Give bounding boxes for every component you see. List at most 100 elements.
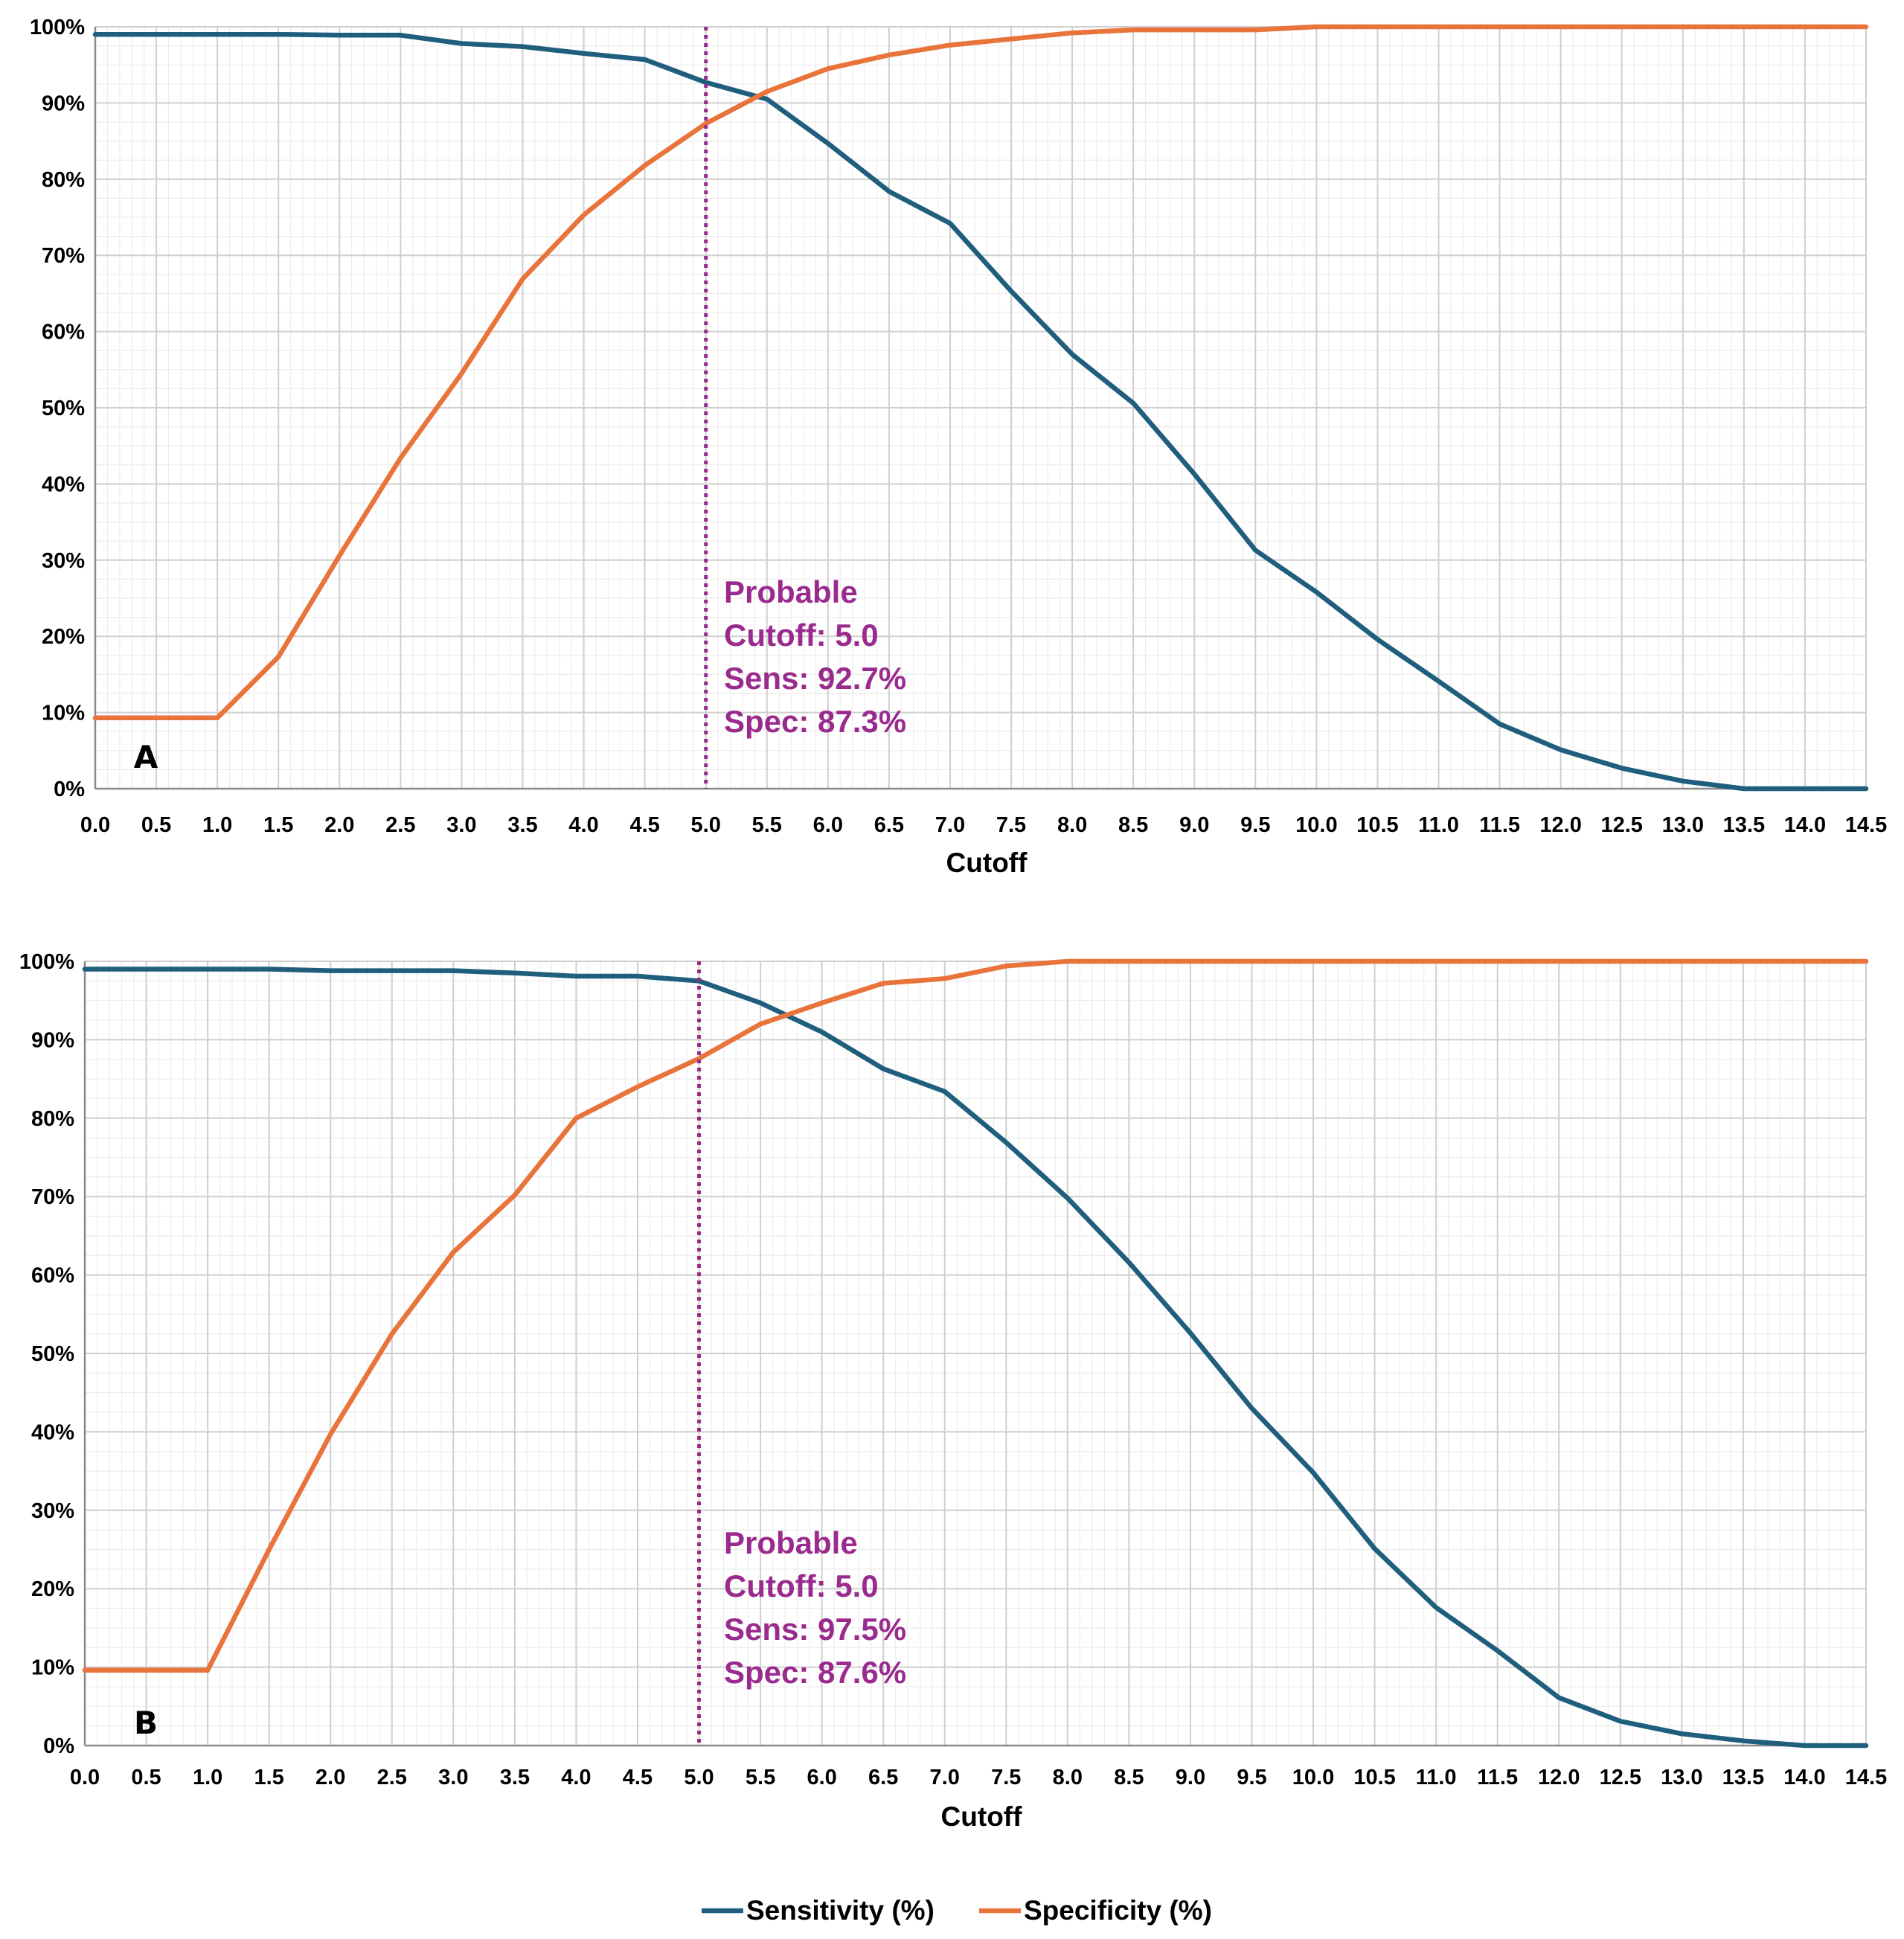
y-tick-label: 30% (42, 549, 85, 573)
y-tick-label: 20% (31, 1577, 74, 1601)
cutoff-annotation: Cutoff: 5.0 (724, 1568, 879, 1603)
x-axis-title: Cutoff (941, 1801, 1023, 1832)
x-tick-label: 3.5 (500, 1766, 530, 1789)
x-tick-label: 4.0 (568, 813, 598, 837)
x-tick-label: 12.5 (1600, 813, 1642, 837)
sensitivity-line (82, 967, 1869, 1749)
x-tick-label: 13.0 (1662, 813, 1704, 837)
y-tick-label: 40% (42, 472, 85, 496)
panel-label: A (134, 739, 158, 775)
y-tick-label: 10% (31, 1656, 74, 1680)
x-tick-label: 3.0 (446, 813, 476, 837)
x-tick-label: 6.0 (813, 813, 843, 837)
x-tick-label: 12.0 (1538, 1766, 1580, 1789)
x-tick-label: 11.5 (1477, 1766, 1518, 1789)
x-tick-label: 9.5 (1240, 813, 1270, 837)
x-tick-label: 9.5 (1237, 1766, 1266, 1789)
x-tick-label: 3.0 (438, 1766, 468, 1789)
y-tick-label: 30% (31, 1499, 74, 1523)
x-tick-label: 1.0 (202, 813, 232, 837)
y-tick-label: 20% (42, 625, 85, 649)
y-tick-label: 100% (30, 16, 85, 39)
gridlines (84, 961, 1867, 1746)
x-tick-label: 1.0 (193, 1766, 222, 1789)
cutoff-annotation: Spec: 87.3% (724, 704, 906, 739)
x-tick-label: 13.5 (1722, 1766, 1764, 1789)
x-tick-label: 5.0 (684, 1766, 714, 1789)
x-tick-label: 13.0 (1661, 1766, 1702, 1789)
x-tick-label: 11.0 (1416, 1766, 1457, 1789)
y-tick-label: 0% (43, 1734, 74, 1758)
x-tick-label: 0.5 (131, 1766, 161, 1789)
x-tick-label: 2.0 (315, 1766, 345, 1789)
x-tick-label: 3.5 (507, 813, 537, 837)
x-tick-label: 8.0 (1057, 813, 1087, 837)
x-tick-label: 9.0 (1179, 813, 1209, 837)
y-tick-label: 40% (31, 1420, 74, 1444)
y-tick-label: 70% (42, 244, 85, 268)
panel-label: B (134, 1705, 158, 1741)
y-tick-label: 70% (31, 1185, 74, 1209)
x-tick-label: 2.5 (385, 813, 415, 837)
y-tick-label: 0% (54, 778, 85, 801)
legend-label-sensitivity: Sensitivity (%) (746, 1895, 935, 1926)
x-tick-label: 5.5 (746, 1766, 775, 1789)
x-tick-label: 5.5 (752, 813, 782, 837)
x-tick-label: 10.0 (1295, 813, 1337, 837)
x-tick-label: 1.5 (263, 813, 293, 837)
specificity-line (82, 958, 1869, 1673)
cutoff-annotation: Probable (724, 574, 858, 609)
y-tick-label: 90% (31, 1028, 74, 1052)
x-tick-label: 11.5 (1479, 813, 1520, 837)
y-tick-label: 50% (31, 1342, 74, 1366)
x-tick-label: 14.5 (1845, 813, 1887, 837)
x-tick-label: 7.5 (991, 1766, 1021, 1789)
x-tick-label: 10.5 (1356, 813, 1398, 837)
cutoff-annotation: Probable (724, 1525, 858, 1560)
x-tick-label: 7.5 (996, 813, 1026, 837)
x-tick-label: 6.0 (807, 1766, 836, 1789)
x-tick-label: 7.0 (935, 813, 965, 837)
chart-panel-b: 0% 10% 20% 30% 40% 50% 60% 70% 80% 90% 100% 0.0 0.5 1… (19, 950, 1887, 1832)
x-tick-label: 6.5 (868, 1766, 898, 1789)
cutoff-annotation: Cutoff: 5.0 (724, 618, 879, 653)
x-tick-label: 6.5 (874, 813, 904, 837)
x-tick-label: 7.0 (930, 1766, 960, 1789)
x-tick-label: 10.0 (1292, 1766, 1334, 1789)
x-tick-label: 14.0 (1783, 1766, 1825, 1789)
x-tick-label: 2.5 (377, 1766, 407, 1789)
x-tick-label: 8.5 (1114, 1766, 1144, 1789)
y-tick-label: 100% (19, 950, 74, 974)
x-tick-label: 0.5 (141, 813, 171, 837)
sensitivity-line (92, 31, 1869, 792)
x-tick-label: 14.0 (1784, 813, 1826, 837)
x-axis-title: Cutoff (946, 847, 1028, 878)
x-tick-label: 13.5 (1723, 813, 1765, 837)
chart-panel-a: 0% 10% 20% 30% 40% 50% 60% 70% 80% 90% 100% 0.0 0.5 1… (30, 16, 1887, 878)
x-tick-label: 4.0 (561, 1766, 591, 1789)
x-tick-label: 12.0 (1539, 813, 1581, 837)
x-tick-label: 5.0 (691, 813, 721, 837)
y-tick-label: 60% (42, 321, 85, 344)
cutoff-annotation: Sens: 92.7% (724, 661, 906, 696)
x-tick-label: 11.0 (1418, 813, 1459, 837)
x-tick-label: 4.5 (629, 813, 659, 837)
x-tick-label: 12.5 (1600, 1766, 1641, 1789)
x-tick-label: 8.5 (1118, 813, 1148, 837)
y-tick-label: 50% (42, 397, 85, 420)
specificity-line (92, 24, 1869, 721)
y-tick-label: 10% (42, 702, 85, 725)
y-tick-label: 80% (42, 168, 85, 192)
legend: Sensitivity (%) Specificity (%) (702, 1895, 1212, 1926)
x-tick-label: 8.0 (1053, 1766, 1083, 1789)
cutoff-annotation: Spec: 87.6% (724, 1655, 906, 1690)
x-tick-label: 1.5 (254, 1766, 283, 1789)
x-tick-label: 4.5 (623, 1766, 653, 1789)
x-tick-label: 10.5 (1353, 1766, 1395, 1789)
y-tick-label: 60% (31, 1264, 74, 1288)
x-tick-label: 9.0 (1176, 1766, 1205, 1789)
y-tick-label: 90% (42, 92, 85, 115)
x-tick-label: 0.0 (80, 813, 110, 837)
x-tick-label: 2.0 (324, 813, 354, 837)
